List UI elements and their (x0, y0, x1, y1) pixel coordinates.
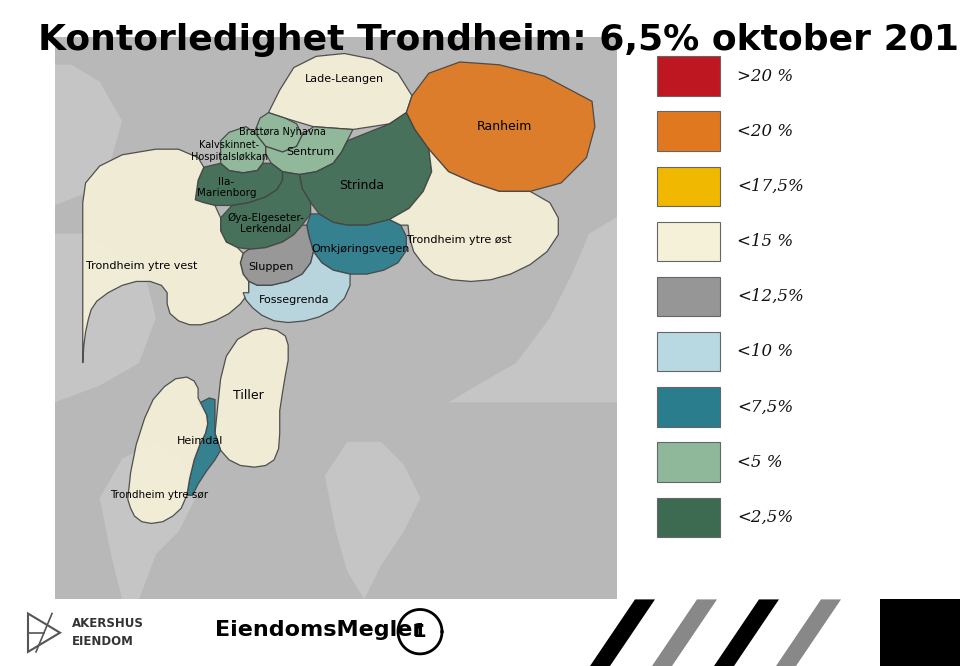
Text: EiendomsMegler: EiendomsMegler (215, 619, 423, 639)
Polygon shape (240, 225, 314, 285)
Text: Sluppen: Sluppen (249, 262, 294, 272)
Text: Trondheim ytre sør: Trondheim ytre sør (109, 490, 207, 500)
Text: <7,5%: <7,5% (737, 398, 793, 416)
Polygon shape (187, 398, 221, 496)
Polygon shape (714, 599, 779, 666)
Bar (657, 332, 720, 372)
Bar (657, 166, 720, 206)
Text: <15 %: <15 % (737, 233, 793, 250)
Bar (657, 57, 720, 96)
Polygon shape (215, 328, 288, 467)
Polygon shape (243, 252, 350, 322)
Bar (657, 442, 720, 482)
Text: Brattøra Nyhavna: Brattøra Nyhavna (239, 127, 326, 137)
Polygon shape (83, 149, 249, 363)
Polygon shape (221, 172, 311, 249)
Polygon shape (406, 62, 595, 191)
Bar (880, 599, 960, 666)
Polygon shape (55, 65, 122, 205)
Text: Trondheim ytre øst: Trondheim ytre øst (407, 235, 512, 245)
Text: Kalvskinnet-
Hospitalsløkkan: Kalvskinnet- Hospitalsløkkan (190, 140, 268, 162)
Bar (657, 498, 720, 537)
Polygon shape (652, 599, 717, 666)
Text: Øya-Elgeseter-
Lerkendal: Øya-Elgeseter- Lerkendal (228, 212, 304, 234)
Text: <12,5%: <12,5% (737, 288, 804, 305)
Text: Heimdal: Heimdal (177, 436, 223, 446)
Text: >20 %: >20 % (737, 67, 793, 85)
Text: <20 %: <20 % (737, 123, 793, 140)
Text: Trondheim ytre vest: Trondheim ytre vest (86, 261, 198, 271)
Polygon shape (300, 113, 432, 225)
Text: <5 %: <5 % (737, 454, 782, 471)
Text: Lade-Leangen: Lade-Leangen (305, 74, 384, 84)
Text: <10 %: <10 % (737, 343, 793, 360)
Text: Tiller: Tiller (233, 389, 264, 402)
Polygon shape (55, 234, 156, 402)
Polygon shape (100, 442, 195, 599)
Text: Omkjøringsvegen: Omkjøringsvegen (311, 244, 409, 254)
Text: EIENDOM: EIENDOM (72, 635, 133, 648)
Bar (657, 222, 720, 261)
Text: Strinda: Strinda (339, 179, 384, 192)
Bar (657, 387, 720, 427)
Text: Ranheim: Ranheim (477, 120, 533, 133)
Polygon shape (195, 163, 282, 205)
Polygon shape (590, 599, 655, 666)
Text: Ila-
Marienborg: Ila- Marienborg (197, 176, 256, 198)
Polygon shape (221, 127, 266, 172)
Polygon shape (266, 127, 353, 174)
Polygon shape (324, 442, 420, 599)
Bar (657, 277, 720, 316)
Polygon shape (128, 377, 207, 523)
Polygon shape (448, 216, 617, 402)
Text: Fossegrenda: Fossegrenda (258, 295, 329, 305)
Text: <2,5%: <2,5% (737, 509, 793, 525)
Polygon shape (254, 113, 302, 152)
Text: Sentrum: Sentrum (287, 147, 335, 157)
Text: Kontorledighet Trondheim: 6,5% oktober 2014: Kontorledighet Trondheim: 6,5% oktober 2… (38, 23, 960, 57)
Polygon shape (269, 53, 412, 129)
Polygon shape (776, 599, 841, 666)
Polygon shape (307, 214, 406, 274)
Bar (657, 111, 720, 151)
Text: AKERSHUS: AKERSHUS (72, 617, 144, 630)
Text: <17,5%: <17,5% (737, 178, 804, 195)
Text: 1: 1 (413, 622, 427, 641)
Polygon shape (390, 149, 559, 282)
